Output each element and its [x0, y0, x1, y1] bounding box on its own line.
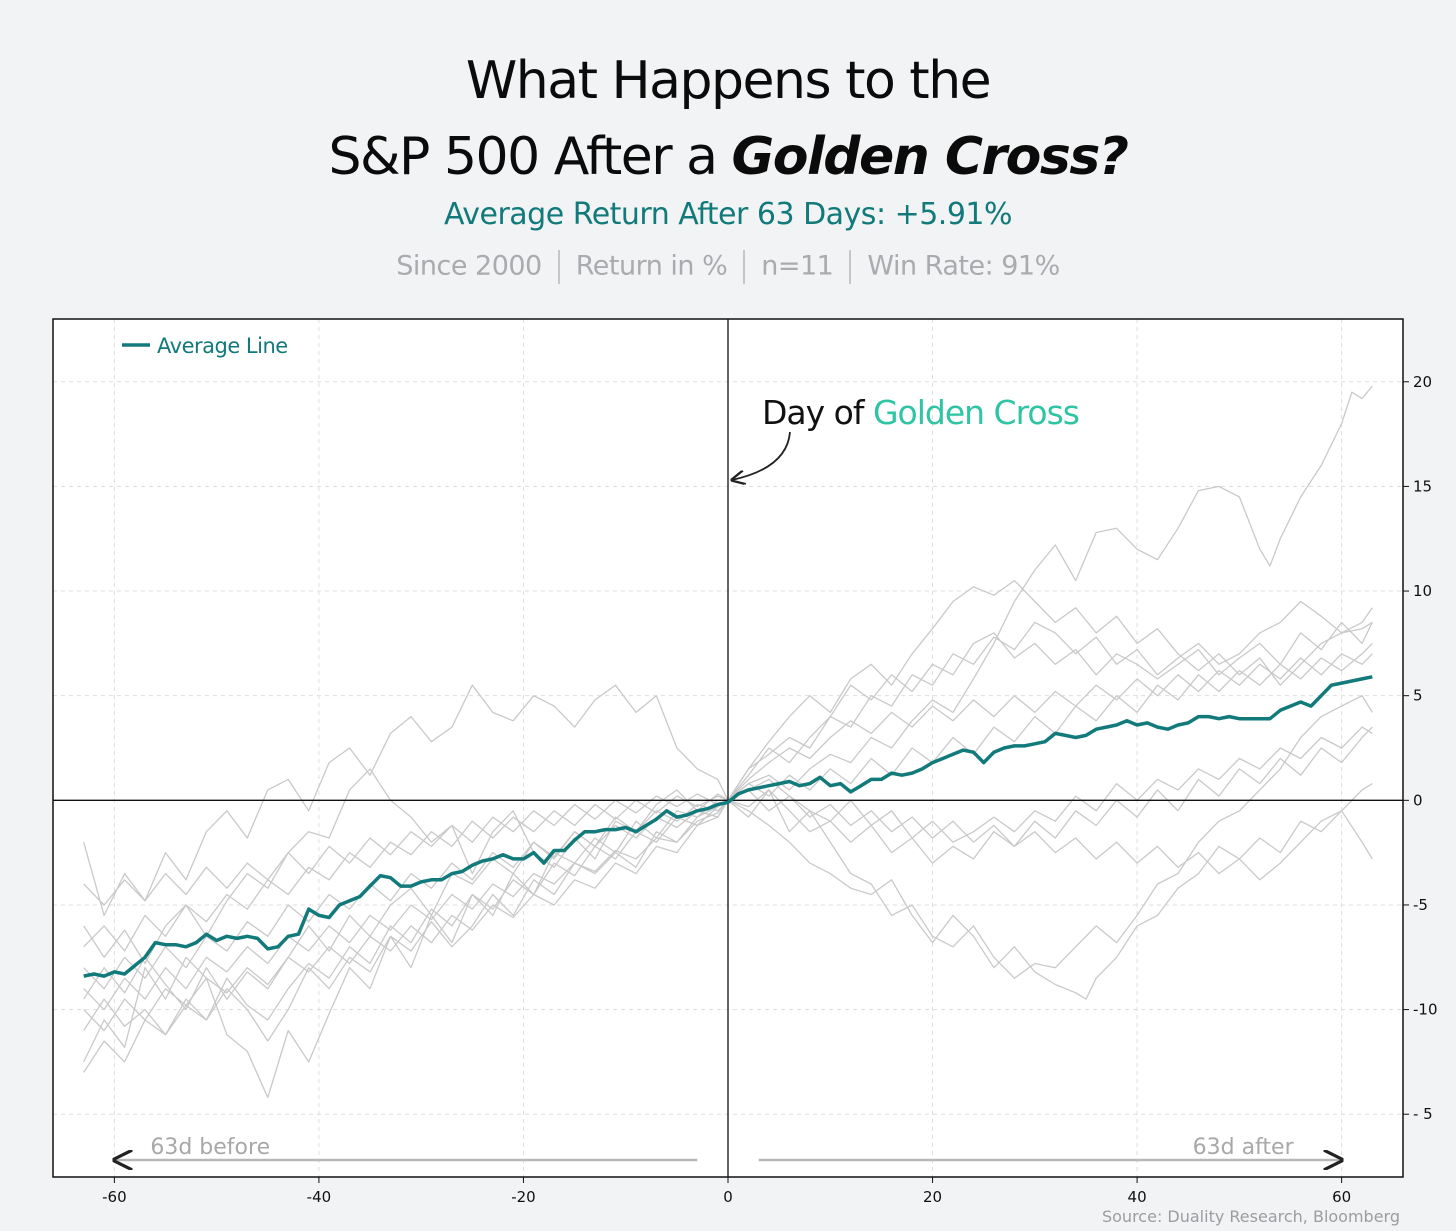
average-line [83, 675, 1373, 978]
y-tick-label: 0 [1413, 791, 1423, 809]
range-left-label: 63d before [150, 1135, 270, 1160]
meta-win-rate: Win Rate: 91% [867, 250, 1060, 282]
meta-line: Since 2000 Return in % n=11 Win Rate: 91% [0, 250, 1456, 284]
y-tick-label: 20 [1413, 373, 1432, 391]
page-title-line-1: What Happens to the [465, 51, 992, 111]
annotation-arrow [732, 431, 791, 480]
meta-sample-size: n=11 [761, 250, 834, 282]
meta-unit: Return in % [575, 250, 728, 282]
annotation-prefix: Day of [762, 393, 873, 432]
y-tick-label: -10 [1413, 1001, 1438, 1019]
axis-ticks: -60 -40 -20 0 20 40 60 20 15 10 5 0 -5 -10 - 5 [102, 373, 1437, 1206]
range-indicators: 63d before 63d after [114, 1135, 1341, 1160]
meta-since: Since 2000 [396, 250, 542, 282]
source-note: Source: Duality Research, Bloomberg [1101, 1207, 1400, 1226]
x-tick-label: 20 [923, 1188, 942, 1206]
subtitle: Average Return After 63 Days: +5.91% [443, 197, 1013, 232]
y-tick-label: - 5 [1413, 1105, 1433, 1123]
x-tick-label: 0 [723, 1188, 733, 1206]
x-tick-label: -60 [102, 1188, 127, 1206]
x-tick-label: 40 [1128, 1188, 1147, 1206]
range-right-label: 63d after [1193, 1135, 1295, 1160]
sample-line [83, 783, 1373, 1042]
page-title-line-2: S&P 500 After a Golden Cross? [0, 131, 1456, 183]
annotation: Day of Golden Cross [732, 393, 1080, 480]
legend: Average Line [122, 334, 288, 358]
divider [849, 250, 852, 284]
x-tick-label: -20 [511, 1188, 536, 1206]
title-prefix: S&P 500 After a [328, 127, 732, 187]
annotation-text: Day of Golden Cross [762, 393, 1079, 432]
y-tick-label: 15 [1413, 477, 1432, 495]
divider [557, 250, 560, 284]
y-tick-label: 5 [1413, 687, 1423, 705]
divider [743, 250, 746, 284]
title-emphasis: Golden Cross? [731, 127, 1129, 187]
x-tick-label: 60 [1332, 1188, 1351, 1206]
y-tick-label: -5 [1413, 896, 1428, 914]
x-tick-label: -40 [307, 1188, 332, 1206]
annotation-highlight: Golden Cross [873, 393, 1079, 432]
legend-label: Average Line [157, 334, 288, 358]
y-tick-label: 10 [1413, 582, 1432, 600]
